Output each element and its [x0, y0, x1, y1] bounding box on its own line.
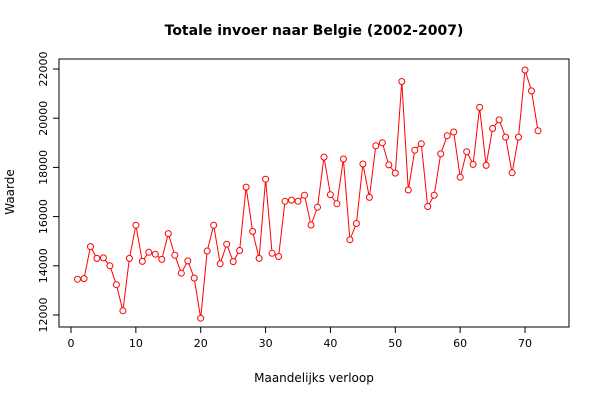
data-point	[456, 173, 464, 181]
data-point	[476, 103, 484, 111]
data-point	[469, 160, 477, 168]
data-point	[171, 251, 179, 259]
data-point	[502, 133, 510, 141]
data-point	[411, 146, 419, 154]
data-point	[339, 155, 347, 163]
data-point	[132, 221, 140, 229]
data-point	[223, 240, 231, 248]
data-point	[281, 197, 289, 205]
x-tick-label: 50	[388, 337, 402, 350]
data-point	[437, 150, 445, 158]
y-tick-label: 18000	[37, 150, 50, 185]
data-point	[210, 221, 218, 229]
data-point	[288, 196, 295, 204]
data-point	[190, 274, 198, 282]
plot-area	[74, 66, 542, 322]
data-point	[352, 220, 360, 227]
x-tick-label: 20	[194, 337, 208, 350]
x-axis: 0 10 20 30 40 50 60 70	[68, 327, 532, 350]
data-point	[391, 169, 399, 177]
y-tick-label: 20000	[37, 101, 50, 136]
data-point	[119, 307, 127, 315]
data-point	[87, 243, 94, 251]
data-point	[398, 78, 406, 85]
data-point	[326, 191, 334, 199]
data-point	[463, 148, 471, 156]
data-point	[80, 275, 88, 283]
x-tick-label: 10	[129, 337, 143, 350]
x-tick-label: 60	[453, 337, 467, 350]
data-point	[417, 140, 425, 148]
y-tick-label: 16000	[37, 199, 50, 234]
data-point	[359, 160, 367, 168]
data-point	[164, 230, 172, 238]
data-point	[378, 139, 386, 147]
data-point	[203, 247, 211, 255]
data-point	[404, 186, 412, 194]
data-point	[385, 161, 393, 169]
data-point	[74, 275, 81, 283]
data-point	[145, 248, 153, 256]
data-point	[372, 142, 380, 150]
data-point	[307, 221, 315, 229]
data-point	[255, 254, 263, 262]
data-point	[508, 169, 516, 177]
data-point	[242, 183, 250, 191]
data-point	[184, 257, 192, 265]
data-point	[158, 255, 166, 263]
plot-frame	[58, 58, 570, 328]
data-point	[333, 200, 341, 208]
data-point	[489, 125, 497, 132]
data-point	[424, 203, 432, 210]
x-tick-label: 0	[68, 337, 75, 350]
data-point	[106, 262, 114, 270]
data-point	[346, 236, 354, 244]
data-point	[138, 257, 146, 265]
x-tick-label: 40	[323, 337, 337, 350]
data-point	[301, 191, 308, 199]
data-point	[268, 249, 276, 257]
data-point	[249, 227, 257, 235]
data-point	[528, 87, 535, 95]
data-point	[450, 128, 458, 136]
data-point	[521, 66, 529, 74]
data-point	[197, 314, 205, 322]
data-point	[534, 127, 542, 135]
data-point	[443, 132, 451, 140]
x-axis-label: Maandelijks verloop	[254, 371, 374, 385]
data-point	[216, 260, 224, 268]
y-tick-label: 22000	[37, 52, 50, 87]
data-point	[515, 133, 522, 141]
data-point	[93, 254, 101, 262]
x-tick-label: 30	[259, 337, 273, 350]
x-tick-label: 70	[518, 337, 532, 350]
data-point	[112, 281, 120, 289]
y-axis-label: Waarde	[3, 169, 17, 215]
data-point	[177, 269, 185, 277]
data-point	[430, 191, 438, 199]
chart-title: Totale invoer naar Belgie (2002-2007)	[165, 23, 464, 39]
data-point	[236, 247, 244, 254]
data-point	[229, 258, 237, 266]
data-point	[125, 254, 133, 262]
data-point	[99, 254, 107, 262]
data-point	[314, 203, 321, 211]
data-point	[262, 175, 270, 183]
data-point	[495, 116, 503, 124]
data-point	[151, 250, 159, 258]
data-point	[320, 153, 328, 161]
data-point	[275, 253, 283, 260]
data-point	[294, 197, 302, 205]
y-tick-label: 14000	[37, 248, 50, 283]
data-point	[482, 161, 490, 169]
data-point	[365, 193, 373, 201]
y-tick-label: 12000	[37, 298, 50, 333]
y-axis: 12000 14000 16000 18000 20000 22000	[37, 52, 59, 333]
